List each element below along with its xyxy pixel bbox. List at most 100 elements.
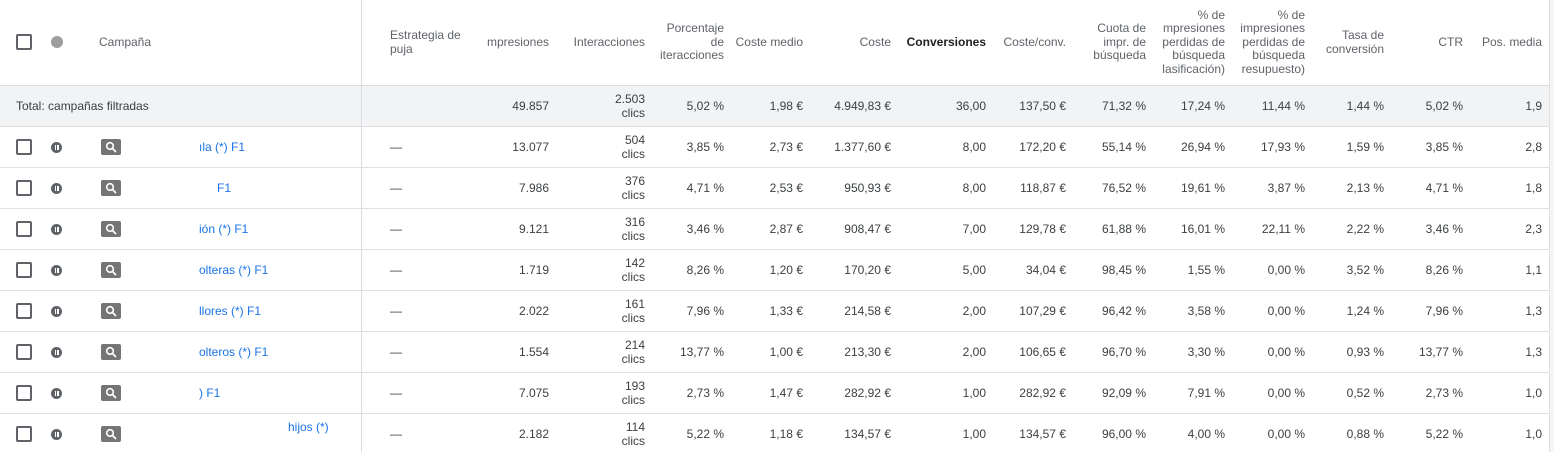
campaign-name-link[interactable]: ) F1 [199, 386, 221, 400]
cost-value: 213,30 € [844, 345, 891, 359]
table-row: hijos (*) — 114 clics 2.182 5,22 % 1,18 € 134,5… [0, 414, 1554, 452]
conv-rate-value: 2,22 % [1346, 222, 1384, 236]
bid-strategy-value: — [390, 222, 402, 236]
lost-rank-value: 4,00 % [1187, 427, 1225, 441]
conversions-value: 2,00 [962, 345, 986, 359]
interaction-rate-value: 2,73 % [686, 386, 724, 400]
paused-status-icon[interactable] [51, 306, 62, 317]
avg-pos-value: 1,3 [1525, 304, 1542, 318]
row-checkbox[interactable] [16, 221, 32, 237]
lost-budget-value: 0,00 % [1267, 304, 1305, 318]
header-cost-conv[interactable]: Coste/conv. [1003, 34, 1066, 49]
header-lost-rank[interactable]: % de mpresiones perdidas de búsqueda las… [1162, 7, 1225, 76]
avg-cost-value: 1,18 € [769, 427, 803, 441]
conversions-value: 5,00 [962, 263, 986, 277]
cost-value: 170,20 € [844, 263, 891, 277]
lost-budget-value: 0,00 % [1267, 386, 1305, 400]
interactions-value: 161 clics [621, 297, 645, 325]
header-bid-strategy[interactable]: Estrategia de puja [390, 28, 461, 56]
cost-conv-value: 172,20 € [1019, 140, 1066, 154]
header-lost-budget[interactable]: % de impresiones perdidas de búsqueda re… [1240, 7, 1305, 76]
total-cost: 4.949,83 € [834, 99, 891, 113]
lost-rank-value: 3,30 % [1187, 345, 1225, 359]
paused-status-icon[interactable] [51, 265, 62, 276]
paused-status-icon[interactable] [51, 429, 62, 440]
paused-status-icon[interactable] [51, 142, 62, 153]
table-row: ión (*) F1 — 316 clics 9.121 3,46 % 2,87 € 908,… [0, 209, 1554, 250]
header-conv-rate[interactable]: Tasa de conversión [1325, 28, 1384, 56]
total-conversions: 36,00 [955, 99, 986, 113]
header-interactions[interactable]: Interacciones [573, 34, 645, 49]
interactions-value: 114 clics [621, 420, 645, 448]
header-avg-pos[interactable]: Pos. media [1481, 34, 1542, 49]
header-impressions[interactable]: mpresiones [486, 34, 549, 49]
interaction-rate-value: 8,26 % [686, 263, 724, 277]
avg-cost-value: 1,33 € [769, 304, 803, 318]
row-checkbox[interactable] [16, 262, 32, 278]
bid-strategy-value: — [390, 140, 402, 154]
header-avg-cost[interactable]: Coste medio [735, 34, 803, 49]
total-label: Total: campañas filtradas [16, 99, 149, 113]
table-row: olteras (*) F1 — 142 clics 1.719 8,26 % 1,20 €… [0, 250, 1554, 291]
conv-rate-value: 1,24 % [1346, 304, 1384, 318]
total-conv-rate: 1,44 % [1346, 99, 1384, 113]
header-interaction-rate[interactable]: Porcentaje de iteracciones [659, 21, 724, 63]
header-campaign[interactable]: Campaña [99, 35, 152, 49]
conversions-value: 1,00 [962, 427, 986, 441]
campaign-name-link[interactable]: F1 [217, 181, 232, 195]
search-share-value: 96,42 % [1101, 304, 1146, 318]
lost-rank-value: 16,01 % [1180, 222, 1225, 236]
horizontal-scroll-edge[interactable] [1549, 0, 1554, 452]
header-search-share[interactable]: Cuota de impr. de búsqueda [1093, 21, 1146, 63]
interaction-rate-value: 4,71 % [686, 181, 724, 195]
cost-conv-value: 106,65 € [1019, 345, 1066, 359]
impressions-value: 9.121 [518, 222, 549, 236]
ctr-value: 3,85 % [1425, 140, 1463, 154]
campaign-name-link[interactable]: olteras (*) F1 [199, 263, 269, 277]
table-row: ıla (*) F1 — 504 clics 13.077 3,85 % 2,73 € 1.3… [0, 127, 1554, 168]
ctr-value: 5,22 % [1425, 427, 1463, 441]
row-checkbox[interactable] [16, 303, 32, 319]
total-avg-pos: 1,9 [1525, 99, 1542, 113]
header-cost[interactable]: Coste [859, 34, 891, 49]
paused-status-icon[interactable] [51, 347, 62, 358]
campaign-name-link[interactable]: llores (*) F1 [199, 304, 262, 318]
paused-status-icon[interactable] [51, 183, 62, 194]
search-campaign-icon [101, 344, 121, 360]
row-checkbox[interactable] [16, 139, 32, 155]
row-checkbox[interactable] [16, 344, 32, 360]
total-search-share: 71,32 % [1101, 99, 1146, 113]
interactions-value: 214 clics [621, 338, 645, 366]
table-header: Campaña Estrategia de puja mpresiones In… [0, 0, 1554, 86]
bid-strategy-value: — [390, 427, 402, 441]
select-all-checkbox[interactable] [16, 34, 32, 50]
campaign-name-link[interactable]: ıla (*) F1 [199, 140, 246, 154]
impressions-value: 1.554 [518, 345, 549, 359]
ctr-value: 13,77 % [1418, 345, 1463, 359]
ctr-value: 8,26 % [1425, 263, 1463, 277]
header-ctr[interactable]: CTR [1438, 34, 1463, 49]
row-checkbox[interactable] [16, 385, 32, 401]
paused-status-icon[interactable] [51, 388, 62, 399]
search-campaign-icon [101, 426, 121, 442]
lost-rank-value: 1,55 % [1187, 263, 1225, 277]
header-conversions[interactable]: Conversiones [906, 34, 986, 49]
interactions-value: 193 clics [621, 379, 645, 407]
total-row: Total: campañas filtradas 49.857 2.503 cl… [0, 86, 1554, 127]
campaign-name-link[interactable]: ión (*) F1 [199, 222, 249, 236]
row-checkbox[interactable] [16, 426, 32, 442]
paused-status-icon[interactable] [51, 224, 62, 235]
conversions-value: 1,00 [962, 386, 986, 400]
interaction-rate-value: 13,77 % [679, 345, 724, 359]
row-checkbox[interactable] [16, 180, 32, 196]
total-avg-cost: 1,98 € [769, 99, 803, 113]
lost-budget-value: 0,00 % [1267, 427, 1305, 441]
campaign-name-link[interactable]: olteros (*) F1 [199, 345, 269, 359]
search-share-value: 98,45 % [1101, 263, 1146, 277]
campaign-name-link[interactable]: hijos (*) [288, 420, 329, 434]
table-row: olteros (*) F1 — 214 clics 1.554 13,77 % 1,00 … [0, 332, 1554, 373]
impressions-value: 13.077 [512, 140, 549, 154]
cost-value: 950,93 € [844, 181, 891, 195]
search-campaign-icon [101, 221, 121, 237]
